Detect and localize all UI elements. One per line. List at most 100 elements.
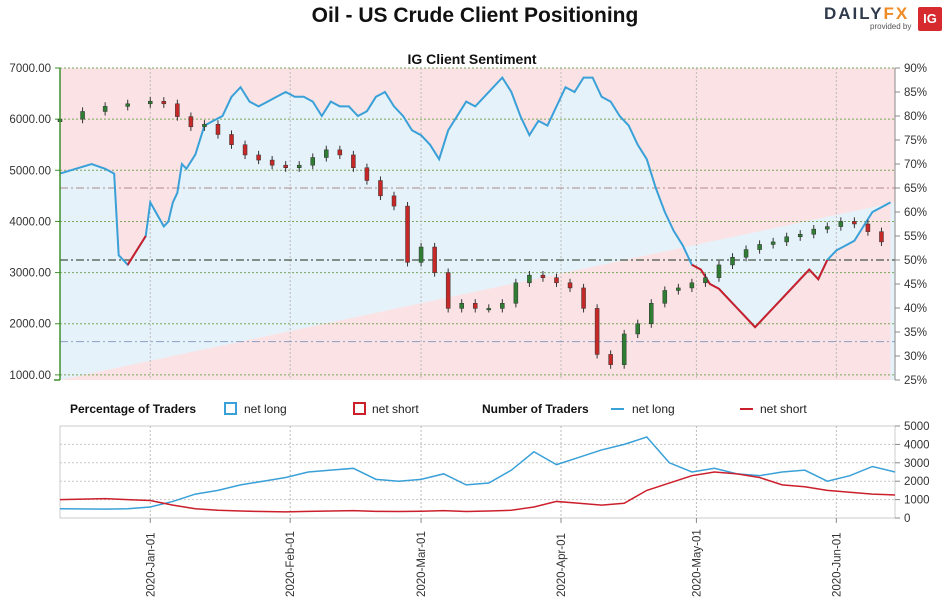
price-candle (567, 282, 573, 289)
date-tick-label: 2020-May-01 (691, 529, 703, 597)
price-candle (811, 228, 817, 235)
sentiment-tick-label: 85% (904, 87, 927, 99)
price-candle (581, 287, 586, 309)
sentiment-tick-label: 80% (904, 111, 927, 123)
traders-short-line (59, 471, 896, 513)
price-candle (540, 274, 546, 278)
price-candle (716, 264, 722, 278)
long-region-bg (60, 77, 895, 380)
legend: Percentage of Traders net long net short… (70, 402, 807, 416)
legend-pct-title: Percentage of Traders (70, 402, 196, 416)
price-candle (202, 124, 207, 128)
sentiment-tick-label: 50% (904, 255, 927, 267)
sentiment-tick-label: 55% (904, 231, 927, 243)
price-candle (743, 249, 749, 258)
price-candle (608, 354, 613, 365)
price-candle (472, 303, 478, 309)
price-candle (649, 303, 654, 324)
logo-subtext: provided by (870, 22, 912, 31)
legend-count-short-label: net short (760, 402, 807, 416)
date-tick-label: 2020-Feb-01 (285, 531, 297, 597)
date-tick-label: 2020-Jun-01 (831, 532, 843, 597)
price-candle (838, 221, 844, 227)
price-candle (676, 287, 681, 291)
price-candle (432, 246, 437, 273)
price-candle (161, 100, 167, 105)
price-candle (175, 103, 180, 117)
price-candle (102, 106, 108, 112)
price-candle (283, 164, 288, 168)
price-candle (459, 303, 464, 309)
date-tick-label: 2020-Apr-01 (556, 533, 568, 597)
price-candle (635, 323, 640, 335)
sentiment-tick-label: 30% (904, 351, 927, 363)
price-candle (337, 149, 343, 156)
date-tick-label: 2020-Mar-01 (416, 531, 428, 597)
price-candle (242, 144, 248, 156)
price-candle (500, 303, 505, 309)
legend-count-long-label: net long (632, 402, 675, 416)
traders-panel-frame (59, 425, 896, 519)
traders-tick-label: 5000 (904, 421, 930, 433)
legend-pct-short-swatch (353, 402, 366, 415)
price-candle (229, 134, 234, 145)
sentiment-tick-label: 45% (904, 279, 927, 291)
chart-subtitle: IG Client Sentiment (407, 51, 536, 67)
price-candle (391, 195, 397, 207)
price-candle (852, 221, 857, 225)
legend-pct-short-label: net short (372, 402, 419, 416)
price-candle (378, 180, 383, 197)
price-candle (662, 290, 668, 304)
traders-tick-label: 4000 (904, 439, 930, 451)
traders-tick-label: 2000 (904, 476, 930, 488)
ig-logo-icon: IG (918, 7, 942, 31)
sentiment-tick-label: 40% (904, 303, 927, 315)
logo-brand: DAILYFX (824, 4, 910, 23)
price-candle (125, 103, 130, 107)
price-tick-label: 2000.00 (9, 319, 51, 331)
price-candle (310, 157, 316, 166)
sentiment-tick-label: 25% (904, 375, 927, 387)
price-candle (513, 282, 519, 304)
page-title: Oil - US Crude Client Positioning (311, 4, 639, 27)
price-candle (324, 149, 329, 158)
price-tick-label: 6000.00 (9, 114, 51, 126)
price-candle (797, 233, 803, 238)
price-candle (351, 154, 356, 168)
legend-pct-long-label: net long (244, 402, 287, 416)
price-candle (527, 274, 532, 284)
traders-tick-label: 3000 (904, 458, 930, 470)
price-candle (188, 116, 194, 128)
price-candle (879, 231, 884, 243)
sentiment-tick-label: 35% (904, 327, 927, 339)
price-candle (689, 282, 695, 289)
price-candle (594, 308, 600, 355)
sentiment-tick-label: 70% (904, 159, 927, 171)
net-short-dominant-segment (126, 235, 147, 266)
price-candle (405, 205, 410, 263)
price-candle (703, 277, 708, 284)
x-axis: 2020-Jan-01 2020-Feb-01 2020-Mar-01 2020-Ap… (145, 518, 843, 597)
price-candle (148, 100, 153, 105)
price-tick-label: 1000.00 (9, 370, 51, 382)
date-tick-label: 2020-Jan-01 (145, 532, 157, 597)
price-candle (80, 111, 85, 120)
price-candle (296, 164, 302, 168)
sentiment-tick-label: 60% (904, 207, 927, 219)
main-panel: 7000.00 6000.00 5000.00 4000.00 3000.00 2000.… (9, 63, 927, 387)
price-candle (486, 308, 492, 311)
price-candle (445, 272, 451, 309)
lower-panel: 5000 4000 3000 2000 1000 0 (59, 421, 930, 525)
price-candle (256, 154, 261, 161)
price-candle (757, 244, 762, 250)
price-tick-label: 5000.00 (9, 165, 51, 177)
traders-long-line (59, 436, 896, 510)
price-candle (770, 241, 776, 245)
sentiment-tick-label: 75% (904, 135, 927, 147)
price-candle (215, 124, 221, 135)
dailyfx-logo: DAILYFX provided by IG (822, 4, 944, 32)
price-candle (269, 159, 275, 166)
sentiment-tick-label: 90% (904, 63, 927, 75)
price-candle (621, 333, 627, 365)
